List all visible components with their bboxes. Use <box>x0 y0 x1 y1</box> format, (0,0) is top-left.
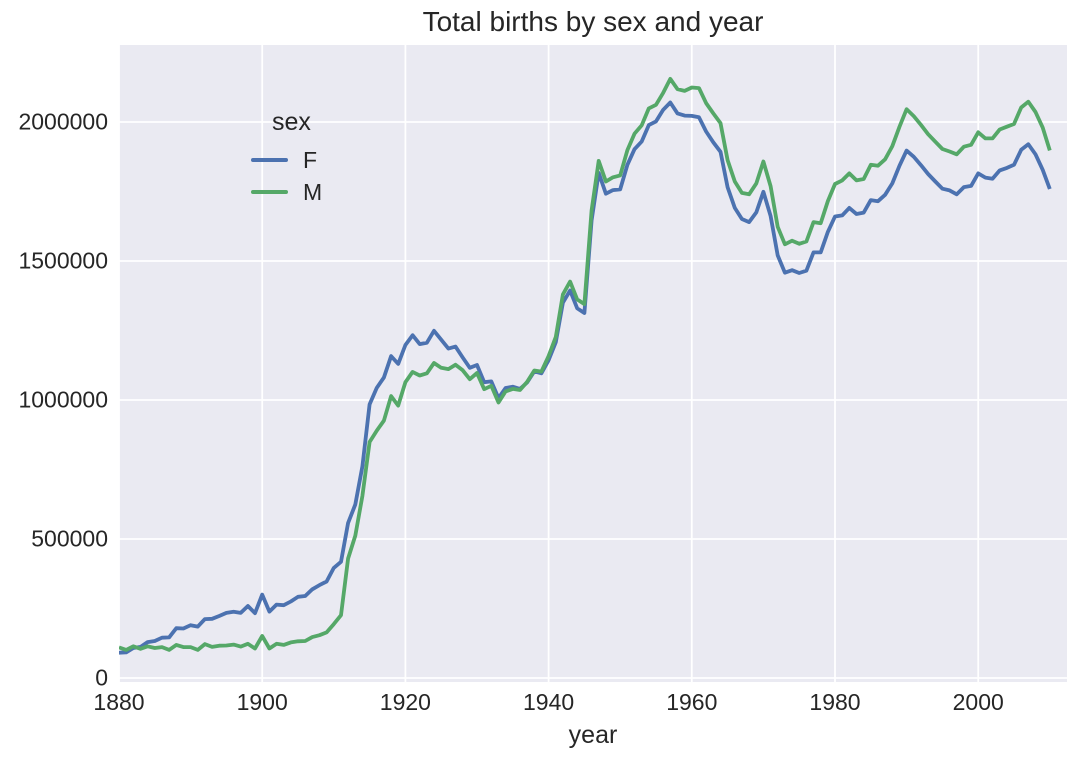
legend-item-f: F <box>251 144 322 176</box>
plot-area: sex F M <box>119 45 1067 682</box>
y-tick-label: 2000000 <box>18 108 108 135</box>
line-M <box>119 77 1052 652</box>
x-tick-label: 1900 <box>236 689 288 715</box>
chart-canvas <box>119 45 1067 682</box>
x-tick-label: 1960 <box>666 689 718 715</box>
legend: sex F M <box>251 107 322 208</box>
x-axis-label: year <box>568 721 618 749</box>
legend-swatch-f-line-icon <box>251 158 288 162</box>
x-tick-label: 1940 <box>523 689 575 715</box>
line-F <box>119 100 1052 655</box>
x-tick-label: 1980 <box>809 689 861 715</box>
legend-title: sex <box>272 108 311 136</box>
x-tick-label: 1880 <box>93 689 145 715</box>
y-tick-label: 500000 <box>31 525 108 552</box>
x-tick-label: 1920 <box>379 689 431 715</box>
y-tick-label: 1000000 <box>18 386 108 413</box>
chart-title: Total births by sex and year <box>422 6 764 37</box>
legend-item-m: M <box>251 176 322 208</box>
legend-label-f: F <box>303 146 318 173</box>
legend-label-m: M <box>303 178 323 205</box>
x-tick-label: 2000 <box>952 689 1004 715</box>
legend-swatch-m-line-icon <box>251 190 288 194</box>
y-tick-label: 1500000 <box>18 247 108 274</box>
y-tick-label: 0 <box>95 664 108 691</box>
